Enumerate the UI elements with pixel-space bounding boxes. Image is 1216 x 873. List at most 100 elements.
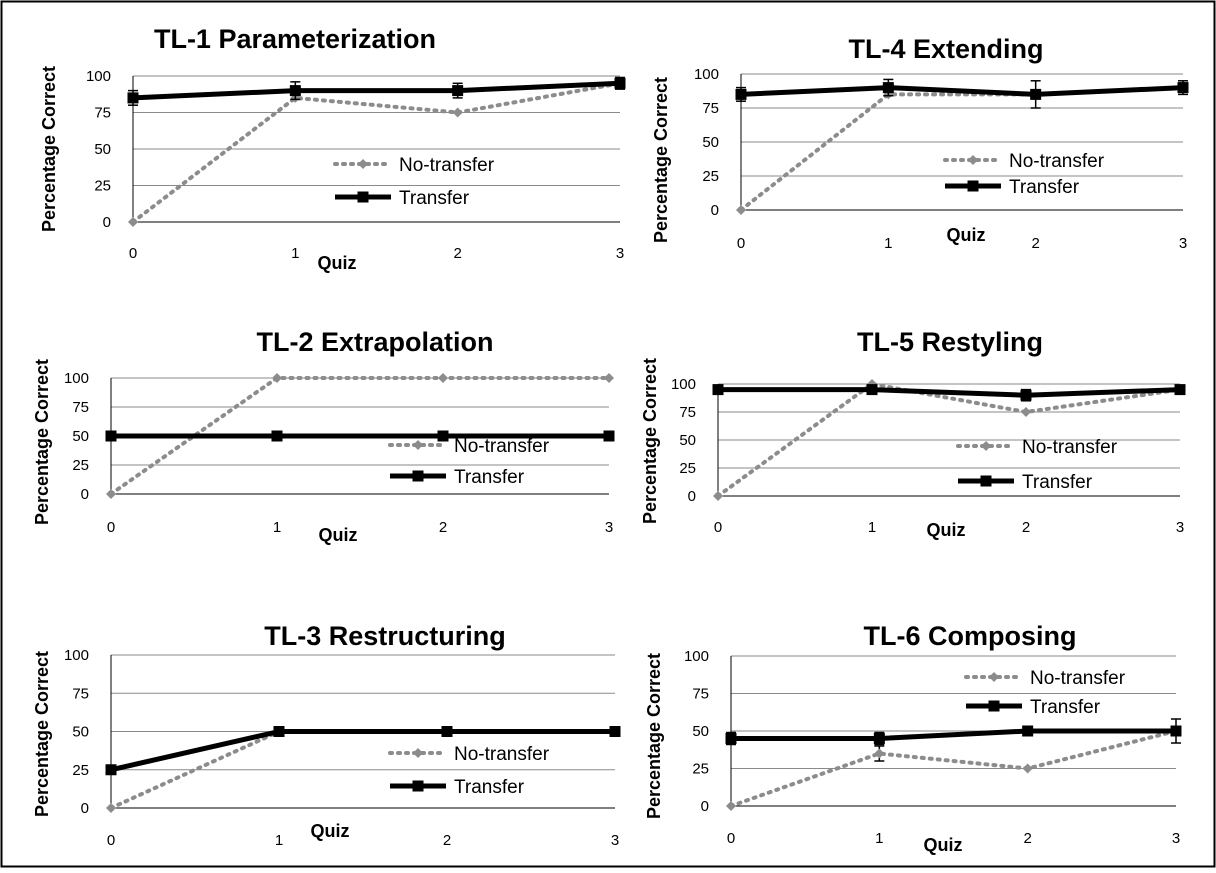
series-line-no-transfer — [739, 85, 1185, 212]
y-tick-label: 0 — [103, 214, 111, 231]
x-tick-label: 3 — [1172, 830, 1180, 847]
legend-marker-transfer — [412, 780, 424, 792]
series-transfer — [725, 718, 1182, 746]
data-point-transfer — [273, 726, 285, 737]
legend: No-transfer Transfer — [388, 436, 550, 488]
x-tick-label: 1 — [275, 832, 283, 849]
data-point-transfer — [873, 733, 885, 744]
x-tick-label: 1 — [875, 830, 883, 847]
legend-marker-transfer — [980, 475, 992, 487]
chart-title: TL-2 Extrapolation — [256, 327, 493, 357]
data-point-transfer — [609, 726, 621, 737]
y-tick-label: 50 — [702, 134, 719, 151]
x-tick-label: 2 — [453, 245, 461, 262]
chart-panel-3: TL-2 Extrapolation Percentage Correct Quiz… — [32, 327, 615, 545]
data-point-transfer — [735, 88, 747, 100]
series-line-transfer — [110, 729, 615, 773]
y-tick-label: 75 — [72, 399, 89, 416]
data-point-transfer — [603, 430, 615, 442]
x-tick-label: 0 — [714, 519, 722, 536]
series-transfer — [127, 76, 626, 106]
series-transfer — [735, 78, 1189, 109]
data-point-no-transfer — [106, 803, 116, 813]
x-tick-label: 0 — [129, 245, 137, 262]
y-tick-label: 50 — [692, 723, 709, 740]
y-axis-label: Percentage Correct — [32, 359, 52, 525]
y-axis-label: Percentage Correct — [39, 66, 59, 232]
data-point-no-transfer — [106, 489, 116, 499]
y-tick-label: 50 — [679, 432, 696, 449]
legend-marker-transfer — [412, 470, 424, 482]
legend-label-transfer: Transfer — [399, 188, 470, 209]
y-tick-label: 50 — [94, 141, 111, 158]
y-tick-label: 25 — [72, 762, 89, 779]
x-axis-label: Quiz — [924, 835, 963, 855]
data-point-transfer — [882, 82, 894, 94]
y-axis-label: Percentage Correct — [640, 358, 660, 524]
data-point-transfer — [712, 384, 724, 396]
data-point-transfer — [105, 430, 117, 442]
chart-title: TL-4 Extending — [849, 34, 1044, 64]
data-point-transfer — [441, 726, 453, 737]
chart-panel-4: TL-5 Restyling Percentage Correct Quiz 0 25 5… — [640, 327, 1186, 540]
series-line-no-transfer — [109, 376, 611, 496]
x-tick-label: 2 — [1031, 235, 1039, 252]
data-point-no-transfer — [736, 205, 746, 215]
data-point-transfer — [1030, 88, 1042, 100]
x-tick-label: 3 — [1179, 235, 1187, 252]
x-axis-label: Quiz — [947, 225, 986, 245]
x-tick-label: 3 — [611, 832, 619, 849]
y-tick-label: 75 — [702, 100, 719, 117]
legend: No-transfer Transfer — [956, 437, 1118, 493]
data-point-transfer — [289, 85, 301, 97]
series-line-transfer — [740, 85, 1184, 97]
data-point-transfer — [271, 430, 283, 442]
chart-panel-1: TL-1 Parameterization Percentage Correct Q… — [39, 24, 626, 273]
legend-label-transfer: Transfer — [454, 467, 525, 488]
legend: No-transfer Transfer — [964, 668, 1126, 718]
chart-title: TL-3 Restructuring — [264, 621, 506, 651]
y-tick-label: 75 — [94, 105, 111, 122]
x-axis-label: Quiz — [311, 821, 350, 841]
x-axis-label: Quiz — [318, 253, 357, 273]
y-axis-label: Percentage Correct — [32, 651, 52, 817]
y-tick-label: 25 — [692, 761, 709, 778]
y-tick-label: 25 — [679, 460, 696, 477]
y-tick-label: 50 — [72, 724, 89, 741]
legend-marker-transfer — [988, 700, 1000, 712]
y-tick-label: 0 — [688, 488, 696, 505]
x-tick-label: 0 — [107, 519, 115, 536]
data-point-no-transfer — [128, 217, 138, 227]
series-no-transfer — [128, 78, 625, 227]
data-point-no-transfer — [713, 491, 723, 501]
y-tick-label: 25 — [72, 457, 89, 474]
chart-title: TL-6 Composing — [864, 621, 1077, 651]
data-point-transfer — [725, 733, 737, 744]
data-point-transfer — [614, 77, 626, 89]
x-tick-label: 1 — [291, 245, 299, 262]
legend-marker-no-transfer — [989, 672, 999, 682]
legend: No-transfer Transfer — [333, 155, 495, 209]
legend-marker-no-transfer — [413, 440, 423, 450]
y-tick-label: 75 — [692, 686, 709, 703]
legend-marker-no-transfer — [968, 155, 978, 165]
data-point-transfer — [127, 92, 139, 104]
y-tick-label: 25 — [94, 178, 111, 195]
x-tick-label: 0 — [727, 830, 735, 847]
legend-marker-no-transfer — [413, 748, 423, 758]
y-tick-label: 0 — [711, 202, 719, 219]
data-point-transfer — [1020, 389, 1032, 401]
chart-title: TL-5 Restyling — [857, 327, 1043, 357]
chart-panel-2: TL-4 Extending Percentage Correct Quiz 0 25 5… — [651, 34, 1189, 252]
series-transfer — [712, 384, 1186, 402]
data-point-no-transfer — [874, 748, 885, 759]
x-tick-label: 3 — [1176, 519, 1184, 536]
data-point-transfer — [1177, 82, 1189, 94]
data-point-transfer — [1174, 384, 1186, 396]
data-point-no-transfer — [1022, 763, 1033, 774]
y-tick-label: 100 — [86, 68, 111, 85]
y-tick-label: 100 — [684, 648, 709, 665]
legend: No-transfer Transfer — [943, 151, 1105, 198]
legend-marker-transfer — [357, 191, 369, 203]
